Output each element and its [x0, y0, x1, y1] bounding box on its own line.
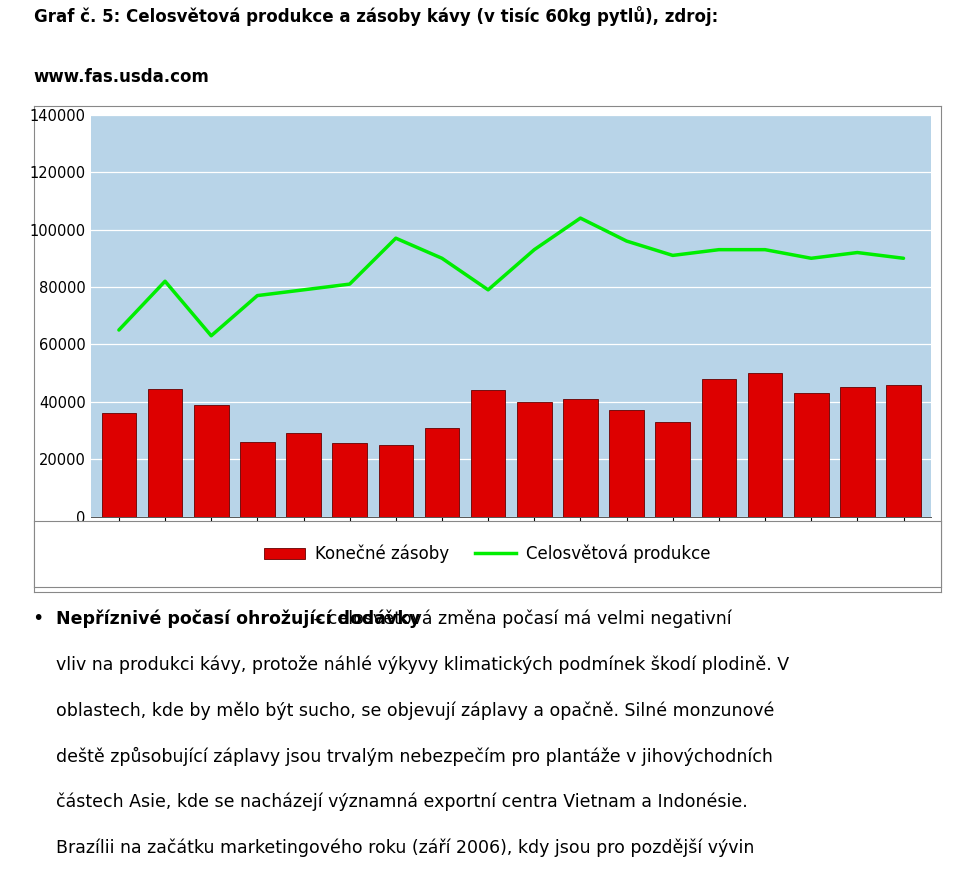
Bar: [564, 399, 598, 517]
Bar: [378, 445, 413, 517]
Bar: [286, 434, 321, 517]
Bar: [240, 442, 275, 517]
Bar: [424, 427, 459, 517]
Text: vliv na produkci kávy, protože náhlé výkyvy klimatických podmínek škodí plodině.: vliv na produkci kávy, protože náhlé výk…: [56, 655, 789, 674]
Text: Brazílii na začátku marketingového roku (září 2006), kdy jsou pro pozdější vývin: Brazílii na začátku marketingového roku …: [56, 839, 754, 857]
Text: •: •: [32, 609, 43, 629]
Bar: [194, 404, 228, 517]
Bar: [886, 384, 921, 517]
Legend: Konečné zásoby, Celosvětová produkce: Konečné zásoby, Celosvětová produkce: [257, 538, 717, 570]
Bar: [148, 389, 182, 517]
Bar: [332, 443, 367, 517]
Bar: [470, 390, 505, 517]
Text: částech Asie, kde se nacházejí významná exportní centra Vietnam a Indonésie.: částech Asie, kde se nacházejí významná …: [56, 793, 748, 811]
Bar: [656, 422, 690, 517]
Bar: [610, 411, 644, 517]
Text: oblastech, kde by mělo být sucho, se objevují záplavy a opačně. Silné monzunové: oblastech, kde by mělo být sucho, se obj…: [56, 701, 774, 720]
Text: Nepříznivé počasí ohrožující dodávky: Nepříznivé počasí ohrožující dodávky: [56, 609, 420, 628]
Text: www.fas.usda.com: www.fas.usda.com: [34, 68, 209, 87]
Bar: [702, 379, 736, 517]
Text: – celosvětová změna počasí má velmi negativní: – celosvětová změna počasí má velmi nega…: [308, 609, 732, 628]
Text: Graf č. 5: Celosvětová produkce a zásoby kávy (v tisíc 60kg pytlů), zdroj:: Graf č. 5: Celosvětová produkce a zásoby…: [34, 5, 718, 26]
Bar: [517, 402, 552, 517]
Text: deště způsobující záplavy jsou trvalým nebezpečím pro plantáže v jihovýchodních: deště způsobující záplavy jsou trvalým n…: [56, 747, 773, 766]
Bar: [840, 388, 875, 517]
Bar: [794, 393, 828, 517]
Bar: [748, 373, 782, 517]
Bar: [102, 413, 136, 517]
